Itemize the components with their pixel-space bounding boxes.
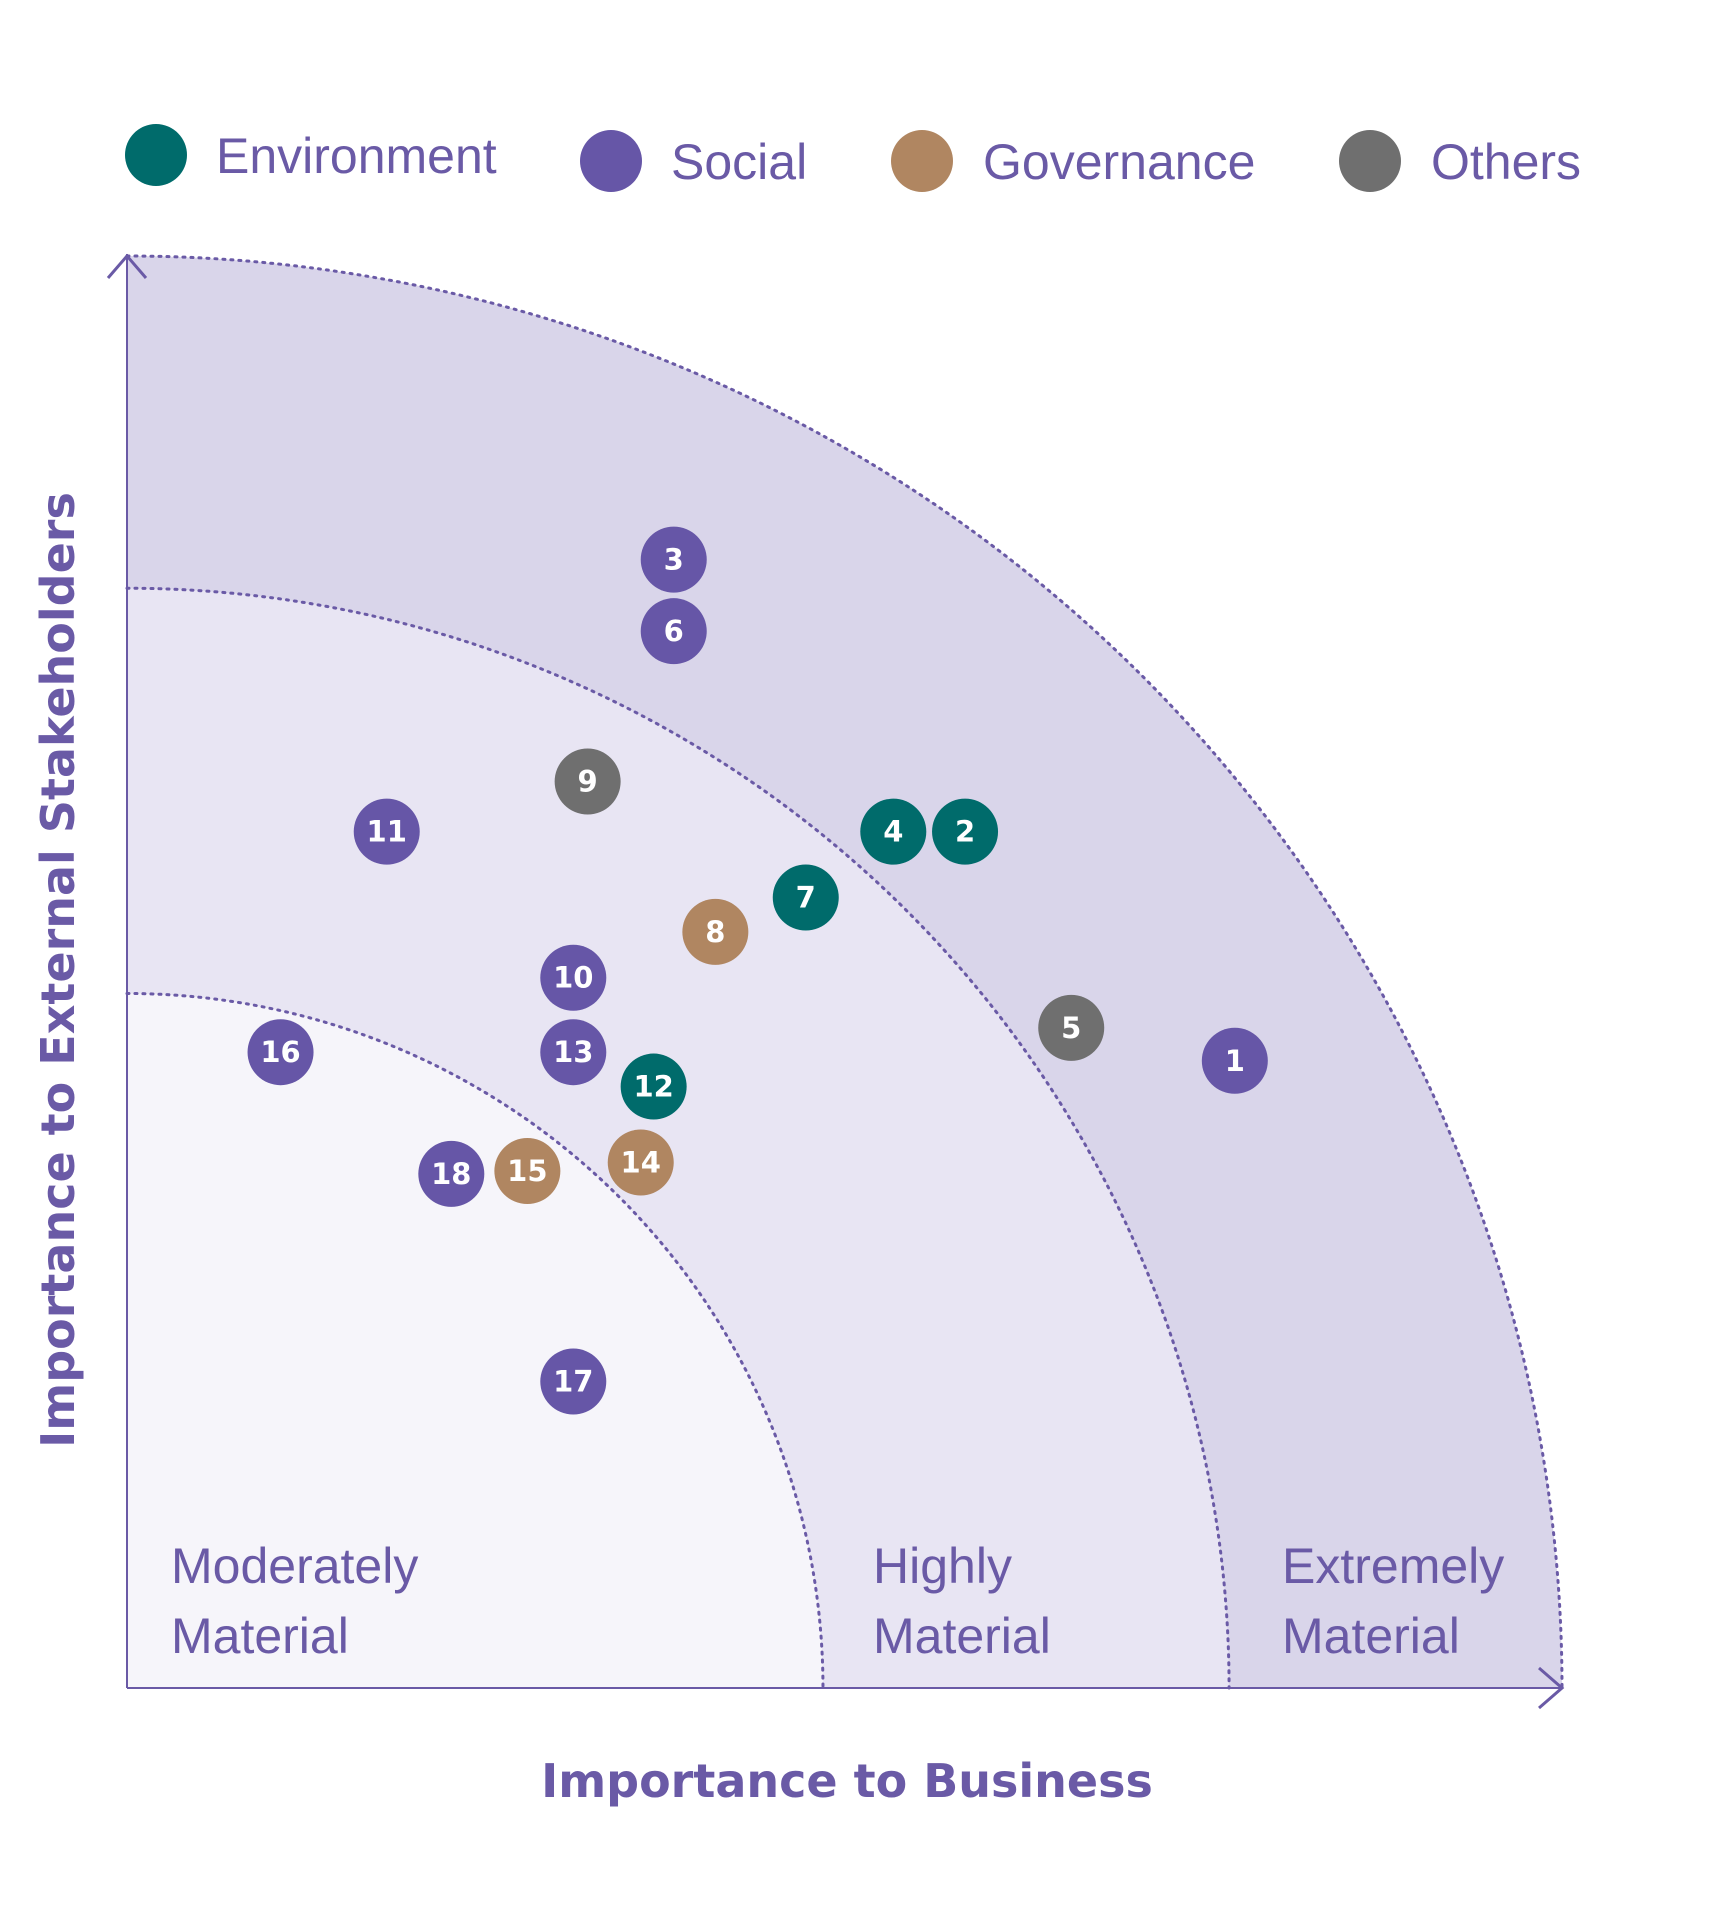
legend-item-others: Others bbox=[1339, 130, 1581, 192]
data-point-marker-8 bbox=[682, 898, 749, 965]
data-point-1: 1 bbox=[1201, 1027, 1268, 1094]
data-point-label-17: 17 bbox=[553, 1365, 593, 1399]
data-point-marker-7 bbox=[772, 864, 839, 931]
data-point-marker-15 bbox=[494, 1138, 561, 1205]
y-axis-arrow bbox=[106, 253, 148, 279]
legend-item-social: Social bbox=[580, 130, 807, 192]
data-point-marker-11 bbox=[353, 798, 420, 865]
zone-label-moderately: Moderately Material bbox=[171, 1538, 418, 1664]
data-point-label-1: 1 bbox=[1225, 1044, 1245, 1078]
data-point-label-10: 10 bbox=[553, 961, 593, 995]
zone-label-highly-line1: Highly bbox=[873, 1538, 1012, 1594]
legend-label-environment: Environment bbox=[216, 128, 497, 184]
legend-swatch-social bbox=[580, 130, 642, 192]
data-point-marker-1 bbox=[1201, 1027, 1268, 1094]
data-point-11: 11 bbox=[353, 798, 420, 865]
zone-label-extremely-line1: Extremely bbox=[1282, 1538, 1504, 1594]
boundary-extremely bbox=[125, 254, 1564, 1690]
data-point-15: 15 bbox=[494, 1138, 561, 1205]
zone-label-highly-line2: Material bbox=[873, 1608, 1051, 1664]
data-point-18: 18 bbox=[418, 1140, 485, 1207]
data-point-marker-16 bbox=[247, 1019, 314, 1086]
data-point-label-7: 7 bbox=[796, 881, 816, 915]
data-point-label-6: 6 bbox=[664, 614, 684, 648]
legend-label-governance: Governance bbox=[983, 134, 1255, 190]
data-point-13: 13 bbox=[540, 1019, 607, 1086]
zone-label-moderately-line1: Moderately bbox=[171, 1538, 418, 1594]
data-point-label-9: 9 bbox=[578, 765, 598, 799]
legend-label-others: Others bbox=[1431, 134, 1581, 190]
data-point-marker-6 bbox=[640, 598, 707, 665]
data-point-marker-3 bbox=[640, 526, 707, 593]
zone-label-extremely: Extremely Material bbox=[1282, 1538, 1504, 1664]
data-point-label-5: 5 bbox=[1061, 1011, 1081, 1045]
data-point-label-13: 13 bbox=[553, 1035, 593, 1069]
data-point-14: 14 bbox=[607, 1129, 674, 1196]
data-point-label-12: 12 bbox=[633, 1070, 673, 1104]
data-point-marker-4 bbox=[860, 798, 927, 865]
data-point-5: 5 bbox=[1038, 994, 1105, 1061]
x-axis-title: Importance to Business bbox=[541, 1754, 1153, 1808]
data-point-label-8: 8 bbox=[705, 915, 725, 949]
data-point-6: 6 bbox=[640, 598, 707, 665]
data-point-16: 16 bbox=[247, 1019, 314, 1086]
data-point-9: 9 bbox=[554, 748, 621, 815]
legend-swatch-others bbox=[1339, 130, 1401, 192]
zone-label-highly: Highly Material bbox=[873, 1538, 1051, 1664]
legend-item-environment: Environment bbox=[125, 124, 497, 186]
x-axis-arrow bbox=[1538, 1666, 1565, 1710]
data-point-12: 12 bbox=[620, 1053, 687, 1120]
boundary-highly bbox=[125, 586, 1231, 1690]
data-point-label-11: 11 bbox=[367, 815, 407, 849]
data-point-3: 3 bbox=[640, 526, 707, 593]
data-point-marker-12 bbox=[620, 1053, 687, 1120]
data-point-7: 7 bbox=[772, 864, 839, 931]
data-point-label-15: 15 bbox=[507, 1154, 547, 1188]
data-point-label-3: 3 bbox=[664, 543, 684, 577]
legend-swatch-governance bbox=[891, 130, 953, 192]
data-point-marker-13 bbox=[540, 1019, 607, 1086]
zone-moderately-material bbox=[127, 993, 823, 1688]
data-point-4: 4 bbox=[860, 798, 927, 865]
data-point-label-14: 14 bbox=[621, 1145, 661, 1179]
data-point-2: 2 bbox=[932, 798, 999, 865]
data-point-marker-14 bbox=[607, 1129, 674, 1196]
legend-label-social: Social bbox=[671, 134, 807, 190]
data-point-marker-17 bbox=[540, 1348, 607, 1415]
data-point-label-2: 2 bbox=[955, 815, 975, 849]
data-point-marker-5 bbox=[1038, 994, 1105, 1061]
zone-label-moderately-line2: Material bbox=[171, 1608, 349, 1664]
data-point-10: 10 bbox=[540, 944, 607, 1011]
data-point-17: 17 bbox=[540, 1348, 607, 1415]
legend-item-governance: Governance bbox=[891, 130, 1255, 192]
data-point-label-16: 16 bbox=[260, 1035, 300, 1069]
legend-swatch-environment bbox=[125, 124, 187, 186]
data-point-label-18: 18 bbox=[431, 1157, 471, 1191]
zone-label-extremely-line2: Material bbox=[1282, 1608, 1460, 1664]
y-axis-title: Importance to External Stakeholders bbox=[31, 492, 85, 1448]
legend: Environment Social Governance Others bbox=[125, 124, 1581, 192]
data-point-marker-9 bbox=[554, 748, 621, 815]
data-point-8: 8 bbox=[682, 898, 749, 965]
data-point-marker-2 bbox=[932, 798, 999, 865]
data-point-marker-10 bbox=[540, 944, 607, 1011]
boundary-moderately bbox=[125, 991, 825, 1690]
data-point-label-4: 4 bbox=[883, 815, 903, 849]
data-point-marker-18 bbox=[418, 1140, 485, 1207]
